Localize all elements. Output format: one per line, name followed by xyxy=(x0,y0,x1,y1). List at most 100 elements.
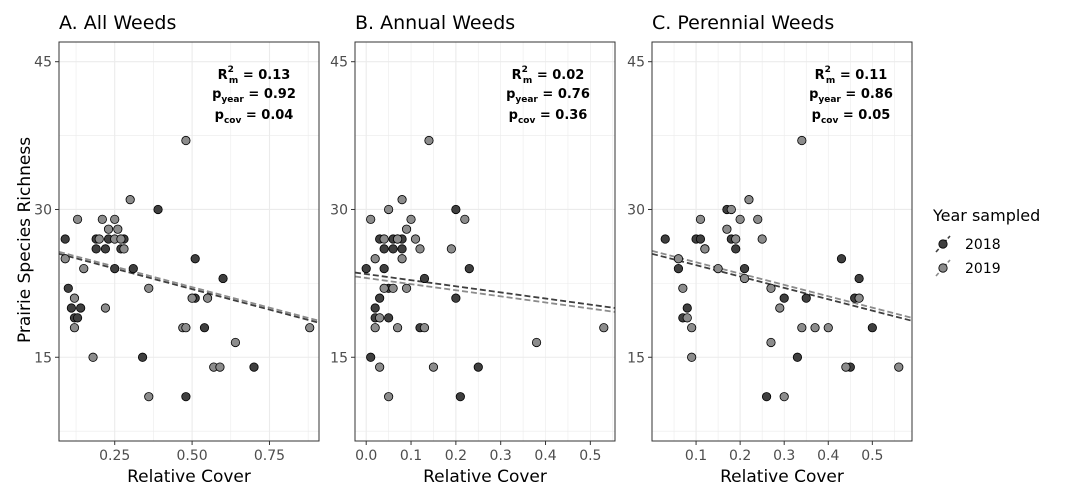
point xyxy=(673,254,684,264)
point xyxy=(894,362,904,372)
point xyxy=(695,214,706,224)
point xyxy=(731,234,741,244)
x-axis-title: Relative Cover xyxy=(423,467,547,487)
point xyxy=(779,392,789,402)
point xyxy=(599,323,609,333)
y-tick-label: 15 xyxy=(330,350,348,366)
x-tick-label: 0.0 xyxy=(355,448,377,464)
point xyxy=(797,323,807,333)
point xyxy=(739,263,750,274)
y-tick-label: 30 xyxy=(34,202,52,218)
panel-2: 0.0 0.1 0.2 0.3 0.4 0.5 15 30 45 B. Annual Weeds R… xyxy=(330,12,616,487)
point xyxy=(384,204,394,215)
stat-p-cov: pcov = 0.04 xyxy=(215,108,294,126)
stat-p-year: pyear = 0.76 xyxy=(506,87,590,105)
point xyxy=(370,254,380,264)
point xyxy=(128,263,138,274)
point xyxy=(100,244,111,254)
point xyxy=(361,263,371,274)
series-2019 xyxy=(366,135,609,402)
y-tick-label: 15 xyxy=(627,350,645,366)
point xyxy=(451,293,461,303)
point xyxy=(739,273,750,284)
point xyxy=(766,337,776,348)
x-tick-label: 0.50 xyxy=(177,448,208,464)
x-axis-title: Relative Cover xyxy=(720,467,844,487)
point xyxy=(473,362,483,372)
x-tick-label: 0.4 xyxy=(817,448,839,464)
point xyxy=(153,204,163,215)
point xyxy=(766,283,776,293)
stat-p-year: pyear = 0.86 xyxy=(809,87,893,105)
legend-label-2018: 2018 xyxy=(965,237,1001,253)
point xyxy=(190,254,200,264)
y-tick-label: 45 xyxy=(330,55,348,71)
panels: 0.25 0.50 0.75 15 30 45 A. All Weeds Relative C… xyxy=(34,12,913,487)
point xyxy=(397,195,407,205)
point xyxy=(867,323,877,333)
point xyxy=(797,135,807,146)
point xyxy=(392,323,403,333)
point xyxy=(753,214,763,224)
y-axis-title: Prairie Species Richness xyxy=(15,137,35,343)
point xyxy=(823,323,833,333)
point xyxy=(144,283,154,293)
point xyxy=(379,234,389,244)
point xyxy=(415,244,425,254)
point xyxy=(366,352,376,362)
point xyxy=(464,263,474,274)
point xyxy=(379,283,389,293)
point xyxy=(687,352,697,362)
point xyxy=(397,254,407,264)
point xyxy=(673,263,684,274)
point xyxy=(419,323,430,333)
plot-border xyxy=(58,41,320,442)
point xyxy=(722,224,732,234)
point xyxy=(700,244,710,254)
point xyxy=(113,224,123,234)
point xyxy=(144,392,154,402)
y-tick-label: 15 xyxy=(34,350,52,366)
point xyxy=(91,244,101,254)
point xyxy=(384,313,394,323)
point xyxy=(792,352,803,362)
stat-r2: R2 m = 0.13 xyxy=(218,65,291,86)
x-tick-label: 0.5 xyxy=(579,448,601,464)
point xyxy=(757,234,767,244)
point xyxy=(103,224,114,234)
point xyxy=(446,244,456,254)
point xyxy=(854,293,864,303)
point xyxy=(406,214,416,224)
point xyxy=(375,313,385,323)
point xyxy=(230,337,241,348)
point xyxy=(836,254,847,264)
stat-p-cov: pcov = 0.05 xyxy=(812,108,891,126)
point xyxy=(660,234,670,244)
point xyxy=(94,234,104,244)
plot-border xyxy=(651,41,913,442)
point xyxy=(779,293,789,303)
legend: Year sampled 2018 2019 xyxy=(932,206,1040,277)
point xyxy=(388,283,398,293)
point xyxy=(60,254,70,264)
point xyxy=(735,214,745,224)
point xyxy=(379,263,389,274)
point xyxy=(181,323,191,333)
point xyxy=(379,244,389,254)
point xyxy=(215,362,225,372)
point xyxy=(713,263,723,274)
point xyxy=(455,392,465,402)
point xyxy=(682,313,692,323)
point xyxy=(424,135,434,146)
point xyxy=(388,244,398,254)
stat-p-cov: pcov = 0.36 xyxy=(509,108,588,126)
point xyxy=(60,234,70,244)
point xyxy=(100,303,111,313)
point xyxy=(97,214,107,224)
series-2019 xyxy=(673,135,904,402)
point xyxy=(695,234,706,244)
x-tick-label: 0.3 xyxy=(773,448,795,464)
point xyxy=(375,362,385,372)
y-tick-label: 45 xyxy=(34,55,52,71)
panel-1: 0.25 0.50 0.75 15 30 45 A. All Weeds Relative C… xyxy=(34,12,320,487)
